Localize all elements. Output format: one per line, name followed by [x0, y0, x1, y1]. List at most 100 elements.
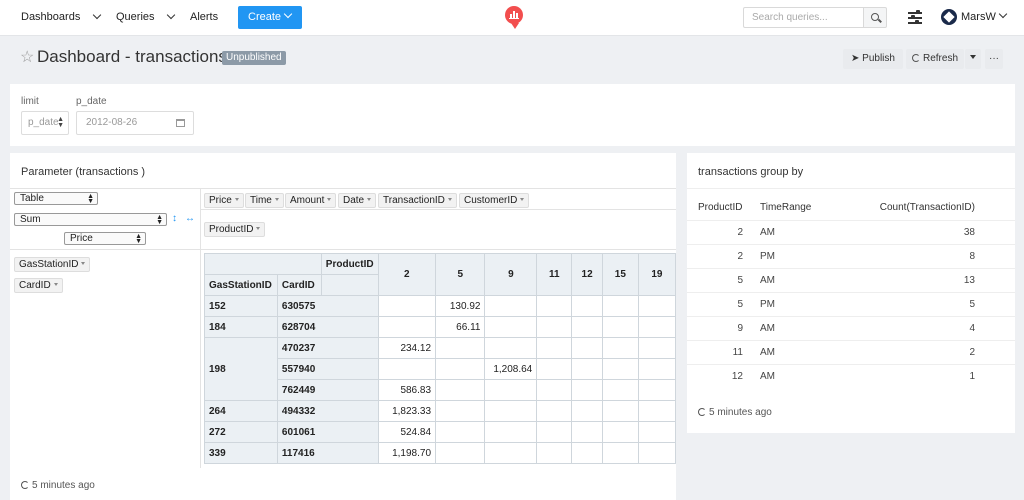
row-attr-pill-gasstationid[interactable]: GasStationID — [14, 257, 91, 272]
group-updated[interactable]: 5 minutes ago — [698, 407, 772, 418]
table-row: 272 601061 524.84 — [204, 421, 676, 443]
value-field-label: Price — [70, 233, 93, 244]
pivot-cell — [637, 379, 676, 401]
user-menu[interactable]: MarsW — [961, 0, 1008, 36]
select-arrows-icon: ▲ ▼ — [87, 193, 94, 205]
attr-pill-amount[interactable]: Amount — [285, 193, 337, 208]
row-label-station: 272 — [204, 421, 278, 443]
row-label-card: 601061 — [276, 421, 379, 443]
pivot-table: ProductID 2 5 9 11 12 15 19 GasStationID… — [204, 253, 676, 464]
publish-button[interactable]: ➤ Publish — [843, 49, 903, 69]
attr-pill-customerid[interactable]: CustomerID — [459, 193, 530, 208]
nav-dashboards[interactable]: Dashboards — [21, 0, 80, 36]
pivot-cell — [571, 421, 603, 443]
cell-productid: 5 — [687, 267, 757, 292]
pivot-cell — [536, 316, 573, 338]
settings-sliders-icon[interactable] — [908, 10, 922, 24]
pivot-cell — [484, 379, 538, 401]
pivot-cell: 130.92 — [435, 295, 486, 317]
pivot-cell — [637, 316, 676, 338]
refresh-dropdown-button[interactable] — [965, 49, 981, 69]
pivot-table-viewport[interactable]: ProductID 2 5 9 11 12 15 19 GasStationID… — [204, 253, 676, 468]
create-button-label: Create — [248, 11, 282, 23]
row-label-station: 264 — [204, 400, 278, 422]
row-label-station: 152 — [204, 295, 278, 317]
pivot-cell — [637, 442, 676, 464]
select-arrows-icon: ▲ ▼ — [156, 214, 163, 226]
pivot-updated[interactable]: 5 minutes ago — [21, 480, 95, 491]
calendar-icon[interactable] — [176, 119, 185, 127]
attr-pill-label: Date — [343, 195, 365, 206]
col-header: 11 — [536, 253, 573, 296]
pivot-cell — [601, 400, 639, 422]
pivot-cell: 524.84 — [377, 421, 437, 443]
pivot-cell — [637, 358, 676, 380]
pivot-cell — [435, 379, 486, 401]
attr-pill-date[interactable]: Date — [338, 193, 377, 208]
dropdown-triangle-icon — [234, 198, 239, 201]
row-label-card: 557940 — [276, 358, 379, 380]
table-row: 198 470237 234.12 — [204, 337, 676, 401]
avatar[interactable] — [941, 9, 957, 25]
nav-alerts[interactable]: Alerts — [190, 0, 218, 36]
col-header-productid[interactable]: ProductID — [698, 202, 743, 214]
aggregator-value: Sum — [20, 214, 41, 225]
refresh-label: Refresh — [922, 53, 958, 64]
spinner-arrows-icon[interactable]: ▲ ▼ — [57, 116, 64, 129]
pivot-cell — [571, 400, 603, 422]
user-name-label: MarsW — [961, 11, 996, 23]
cell-timerange: AM — [757, 339, 853, 364]
aggregator-select[interactable]: Sum ▲ ▼ — [14, 213, 167, 226]
renderer-select[interactable]: Table ▲ ▼ — [14, 192, 98, 205]
pivot-cell — [571, 337, 603, 359]
cell-count: 4 — [853, 315, 1015, 340]
pivot-cell — [601, 379, 639, 401]
dashboards-chevron-down-icon[interactable] — [92, 10, 102, 20]
search-input[interactable] — [743, 7, 863, 28]
queries-chevron-down-icon[interactable] — [166, 10, 176, 20]
pivot-cell — [601, 316, 639, 338]
table-row: 152 630575 130.92 — [204, 295, 676, 317]
refresh-button[interactable]: Refresh — [906, 49, 964, 69]
dropdown-triangle-icon — [256, 227, 261, 230]
attr-pill-time[interactable]: Time — [245, 193, 284, 208]
pivot-cell — [484, 316, 538, 338]
pivot-divider-2 — [200, 209, 676, 210]
favorite-star-icon[interactable]: ☆ — [20, 49, 35, 66]
swap-axis-icon[interactable]: ↔ — [185, 213, 195, 224]
value-field-select[interactable]: Price ▲ ▼ — [64, 232, 146, 245]
col-header: 15 — [601, 253, 639, 296]
pivot-cell — [637, 295, 676, 317]
more-options-button[interactable]: ··· — [985, 49, 1003, 69]
table-row: 762449 586.83 — [205, 379, 676, 401]
table-row: 12 AM 1 — [687, 363, 1015, 388]
col-header-timerange[interactable]: TimeRange — [760, 202, 812, 214]
col-header: 19 — [637, 253, 676, 296]
nav-queries-label: Queries — [116, 11, 155, 23]
cell-count: 5 — [853, 291, 1015, 316]
attr-pill-transactionid[interactable]: TransactionID — [378, 193, 457, 208]
search-icon[interactable] — [863, 7, 887, 28]
caret-down-icon — [970, 55, 976, 59]
attr-pill-price[interactable]: Price — [204, 193, 244, 208]
row-attr-pill-cardid[interactable]: CardID — [14, 278, 63, 293]
cell-timerange: AM — [757, 219, 853, 244]
col-attr-pill-productid[interactable]: ProductID — [204, 222, 266, 237]
paper-plane-icon: ➤ — [851, 53, 860, 64]
select-arrows-icon: ▲ ▼ — [135, 233, 142, 245]
row-label-station: 339 — [204, 442, 278, 464]
group-updated-text: 5 minutes ago — [709, 407, 772, 418]
attr-pill-label: TransactionID — [383, 195, 445, 206]
cell-timerange: AM — [757, 267, 853, 292]
p-date-param-input[interactable]: 2012-08-26 — [76, 111, 194, 135]
redash-logo-icon[interactable] — [505, 6, 523, 29]
sort-order-icon[interactable]: ↕ — [172, 213, 177, 224]
row-header-label: GasStationID — [204, 274, 278, 296]
pivot-cell — [484, 400, 538, 422]
col-header-count[interactable]: Count(TransactionID) — [879, 202, 975, 214]
cell-count: 8 — [853, 243, 1015, 268]
create-button[interactable]: Create — [238, 6, 302, 29]
nav-queries[interactable]: Queries — [116, 0, 155, 36]
limit-param-input[interactable]: p_date ▲ ▼ — [21, 111, 69, 135]
row-header-label: CardID — [276, 274, 322, 296]
